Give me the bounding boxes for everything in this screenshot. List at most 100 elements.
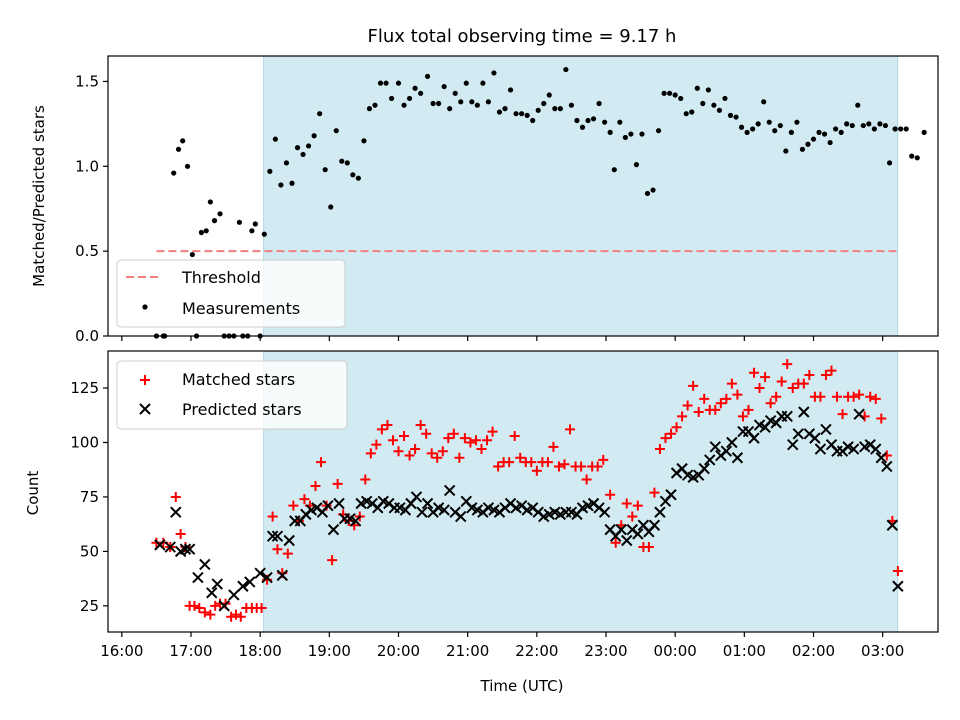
- counts-series-0: [151, 359, 903, 622]
- counts-observing-window: [263, 350, 899, 633]
- data-point: [491, 70, 497, 76]
- data-point: [355, 175, 361, 181]
- data-point: [542, 457, 553, 468]
- xtick-label: 17:00: [169, 642, 212, 660]
- data-point: [310, 481, 321, 492]
- data-point: [365, 448, 376, 459]
- data-point: [860, 122, 866, 129]
- data-point: [886, 519, 899, 531]
- ratio-legend: Threshold Measurements: [116, 259, 346, 328]
- data-point: [820, 423, 832, 436]
- data-point: [810, 136, 817, 142]
- data-point: [404, 450, 415, 461]
- counts-ytick-label: 75: [80, 488, 99, 506]
- data-point: [350, 172, 356, 178]
- legend-label-predicted: Predicted stars: [182, 400, 302, 419]
- data-point: [421, 428, 432, 439]
- data-point: [557, 106, 563, 112]
- data-point: [649, 487, 660, 498]
- data-point: [261, 231, 267, 237]
- data-point: [781, 410, 793, 423]
- data-point: [344, 160, 350, 166]
- data-point: [513, 111, 519, 117]
- data-point: [755, 121, 761, 127]
- data-point: [189, 251, 195, 258]
- data-point: [164, 541, 176, 553]
- data-point: [794, 119, 800, 125]
- data-point: [552, 106, 558, 112]
- data-point: [530, 117, 536, 124]
- data-point: [441, 83, 447, 90]
- data-point: [826, 365, 837, 376]
- xtick-label: 20:00: [377, 642, 420, 660]
- data-point: [448, 428, 459, 439]
- data-point: [688, 380, 699, 391]
- data-point: [792, 428, 804, 440]
- counts-ytick-label: 25: [80, 597, 99, 615]
- data-point: [877, 121, 883, 127]
- data-point: [360, 474, 371, 485]
- data-point: [410, 491, 423, 503]
- data-point: [665, 489, 677, 501]
- ratio-panel: Matched/Predicted stars 0.0 0.5 1.0 1.5 Thre…: [30, 55, 939, 345]
- ratio-observing-window: [263, 55, 899, 337]
- counts-ytick-label: 50: [80, 542, 99, 560]
- data-point: [607, 129, 613, 135]
- data-point: [733, 114, 739, 120]
- data-point: [294, 145, 301, 151]
- data-point: [443, 484, 456, 497]
- data-point: [485, 99, 492, 105]
- data-point: [871, 126, 877, 132]
- data-point: [179, 543, 192, 555]
- data-point: [833, 126, 839, 132]
- data-point: [921, 129, 927, 135]
- data-point: [217, 211, 223, 217]
- data-point: [412, 85, 418, 91]
- data-point: [667, 90, 673, 96]
- data-point: [515, 452, 526, 463]
- x-axis-label: Time (UTC): [480, 677, 564, 695]
- data-point: [443, 433, 454, 444]
- data-point: [602, 119, 608, 125]
- data-point: [387, 435, 398, 446]
- data-point: [726, 378, 737, 389]
- data-point: [437, 446, 448, 457]
- data-point: [507, 87, 514, 93]
- data-point: [693, 406, 704, 417]
- data-point: [376, 424, 387, 435]
- data-point: [832, 391, 843, 402]
- data-point: [482, 435, 493, 446]
- data-point: [732, 389, 743, 400]
- data-point: [553, 461, 564, 472]
- data-point: [914, 155, 920, 161]
- data-point: [726, 436, 738, 449]
- data-point: [788, 129, 794, 135]
- ratio-ytick-label: 0.5: [75, 242, 99, 260]
- data-point: [548, 441, 559, 452]
- data-point: [276, 569, 289, 582]
- data-point: [339, 158, 345, 164]
- data-point: [699, 393, 710, 404]
- data-point: [870, 393, 881, 404]
- data-point: [171, 170, 177, 176]
- data-point: [183, 543, 196, 555]
- data-point: [199, 607, 210, 618]
- xtick-label: 22:00: [515, 642, 558, 660]
- xtick-label: 21:00: [446, 642, 489, 660]
- data-point: [844, 121, 850, 127]
- data-point: [738, 124, 745, 130]
- data-point: [203, 228, 209, 234]
- data-point: [283, 534, 295, 547]
- data-point: [559, 459, 570, 470]
- data-point: [892, 126, 898, 132]
- data-point: [743, 404, 754, 415]
- data-point: [715, 398, 726, 409]
- data-point: [421, 497, 434, 510]
- data-point: [615, 523, 627, 536]
- data-point: [455, 510, 467, 523]
- legend-swatch-measurements: [142, 304, 148, 310]
- data-point: [820, 369, 831, 380]
- data-point: [249, 228, 255, 234]
- data-point: [526, 457, 537, 468]
- data-point: [210, 600, 221, 611]
